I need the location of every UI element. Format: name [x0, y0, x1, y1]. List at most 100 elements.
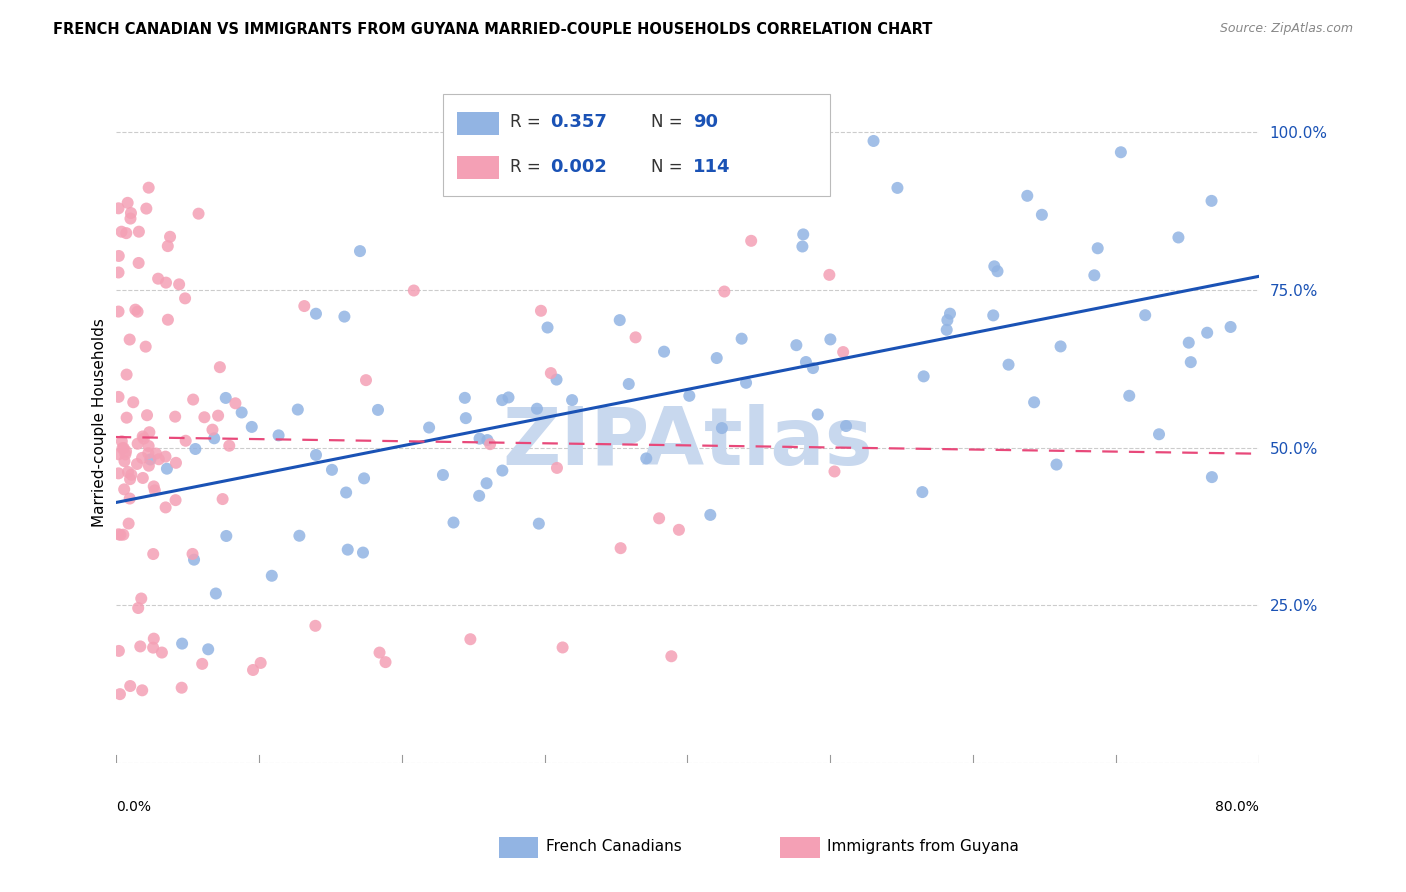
Point: [125, 457, 148, 471]
Point: [242, 663, 264, 677]
Point: [117, 195, 139, 210]
Point: [174, 434, 197, 448]
Point: [165, 409, 187, 424]
Point: [912, 369, 935, 384]
Text: ZIPAtlas: ZIPAtlas: [502, 404, 873, 482]
Point: [215, 529, 238, 543]
Y-axis label: Married-couple Households: Married-couple Households: [93, 318, 107, 527]
Point: [1167, 230, 1189, 244]
Point: [287, 402, 309, 417]
Point: [678, 389, 700, 403]
Point: [224, 396, 246, 410]
Point: [609, 313, 631, 327]
Point: [526, 401, 548, 416]
Point: [142, 547, 165, 561]
Point: [260, 568, 283, 582]
Point: [1201, 470, 1223, 484]
Point: [108, 687, 131, 701]
Point: [432, 467, 454, 482]
Point: [1087, 241, 1109, 255]
Point: [136, 446, 159, 460]
Point: [305, 307, 328, 321]
Point: [1201, 194, 1223, 208]
Point: [609, 541, 631, 556]
Point: [156, 461, 179, 475]
Point: [132, 432, 155, 446]
Point: [546, 461, 568, 475]
Point: [201, 423, 224, 437]
Text: Immigrants from Guyana: Immigrants from Guyana: [827, 839, 1018, 854]
Point: [353, 471, 375, 485]
Point: [145, 446, 167, 460]
Point: [832, 345, 855, 359]
Point: [288, 529, 311, 543]
Point: [122, 395, 145, 409]
Point: [305, 448, 328, 462]
Point: [1109, 145, 1132, 160]
Point: [354, 373, 377, 387]
Point: [150, 646, 173, 660]
Point: [183, 552, 205, 566]
Point: [138, 425, 160, 440]
Point: [135, 202, 157, 216]
Text: 0.357: 0.357: [550, 113, 606, 131]
Point: [911, 485, 934, 500]
Point: [181, 392, 204, 407]
Point: [155, 276, 177, 290]
Point: [530, 303, 553, 318]
Point: [491, 464, 513, 478]
Point: [713, 285, 735, 299]
Point: [624, 330, 647, 344]
Point: [155, 500, 177, 515]
Point: [648, 511, 671, 525]
Point: [112, 527, 135, 541]
Point: [468, 489, 491, 503]
Point: [118, 491, 141, 506]
Point: [165, 456, 187, 470]
Point: [118, 333, 141, 347]
Point: [218, 439, 240, 453]
Point: [1045, 458, 1067, 472]
Point: [730, 332, 752, 346]
Point: [139, 452, 162, 467]
Point: [120, 211, 142, 226]
Point: [112, 441, 135, 455]
Point: [710, 421, 733, 435]
Point: [114, 454, 136, 468]
Point: [187, 207, 209, 221]
Point: [115, 410, 138, 425]
Point: [561, 393, 583, 408]
Point: [997, 358, 1019, 372]
Point: [785, 338, 807, 352]
Point: [132, 429, 155, 443]
Text: R =: R =: [510, 113, 547, 131]
Point: [349, 244, 371, 259]
Point: [794, 355, 817, 369]
Point: [335, 485, 357, 500]
Point: [138, 439, 160, 453]
Point: [735, 376, 758, 390]
Point: [110, 528, 132, 542]
Point: [1049, 339, 1071, 353]
Point: [1135, 308, 1157, 322]
Point: [368, 646, 391, 660]
Point: [551, 640, 574, 655]
Point: [249, 656, 271, 670]
Point: [479, 437, 502, 451]
Point: [402, 284, 425, 298]
Point: [292, 299, 315, 313]
Point: [820, 332, 842, 346]
Point: [1219, 320, 1241, 334]
Point: [267, 428, 290, 442]
Point: [454, 391, 477, 405]
Point: [824, 465, 846, 479]
Text: 0.002: 0.002: [550, 158, 606, 176]
Point: [321, 463, 343, 477]
Point: [184, 442, 207, 456]
Point: [115, 226, 138, 240]
Point: [336, 542, 359, 557]
Point: [128, 225, 150, 239]
Point: [170, 681, 193, 695]
Point: [636, 451, 658, 466]
Point: [981, 309, 1004, 323]
